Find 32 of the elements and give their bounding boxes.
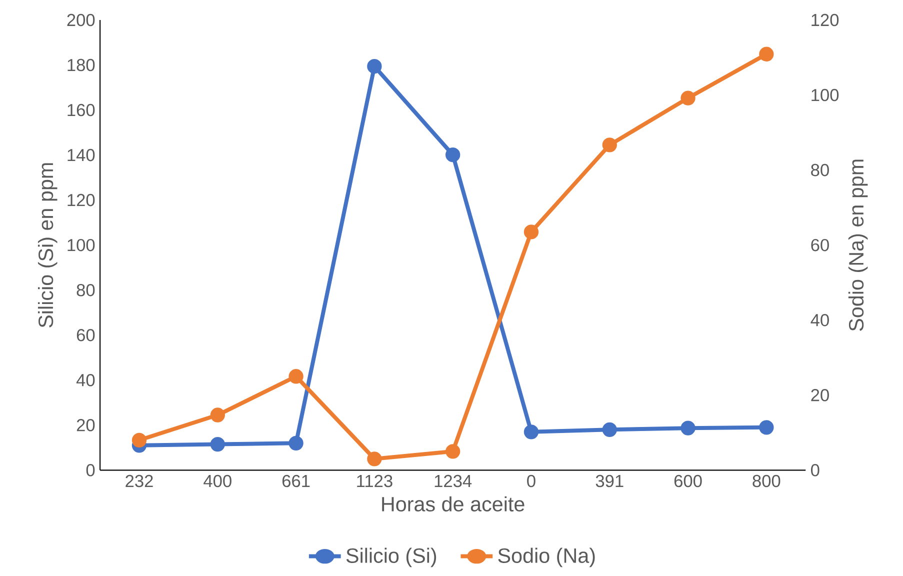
x-tick-label: 1234: [434, 474, 472, 488]
x-axis-title: Horas de aceite: [382, 496, 524, 512]
legend-label: Sodio (Na): [498, 548, 595, 567]
y2-tick-label: 0: [811, 464, 820, 476]
y-tick-label: 160: [68, 104, 95, 116]
y-tick-label: 180: [68, 58, 95, 72]
y2-axis-title: Sodio (Na) en ppm: [848, 160, 868, 331]
x-tick-label: 661: [282, 474, 310, 488]
y-tick-label: 140: [68, 148, 95, 162]
x-tick-label: 1123: [357, 474, 392, 488]
y-tick-label: 120: [68, 194, 95, 206]
y-tick-label: 40: [76, 374, 95, 386]
y2-tick-label: 40: [810, 314, 829, 326]
legend-label: Silicio (Si): [346, 548, 436, 567]
y-tick-label: 200: [67, 14, 95, 26]
y-tick-label: 100: [68, 238, 95, 252]
y-axis-title: Silicio (Si) en ppm: [38, 163, 58, 328]
x-tick-label: 0: [527, 474, 536, 488]
x-tick-label: 391: [596, 474, 624, 488]
y-tick-label: 20: [76, 418, 95, 432]
y2-tick-label: 20: [811, 388, 829, 402]
x-tick-label: 232: [126, 474, 153, 488]
x-tick-label: 400: [204, 474, 232, 488]
y2-tick-label: 60: [811, 238, 829, 252]
y2-tick-label: 100: [812, 88, 839, 102]
x-tick-label: 600: [674, 474, 702, 488]
x-tick-label: 800: [752, 474, 780, 488]
y2-tick-label: 80: [811, 164, 829, 176]
y2-tick-label: 120: [812, 14, 839, 26]
y-tick-label: 60: [76, 328, 95, 342]
y-tick-label: 0: [86, 464, 95, 476]
y-tick-label: 80: [76, 284, 95, 296]
